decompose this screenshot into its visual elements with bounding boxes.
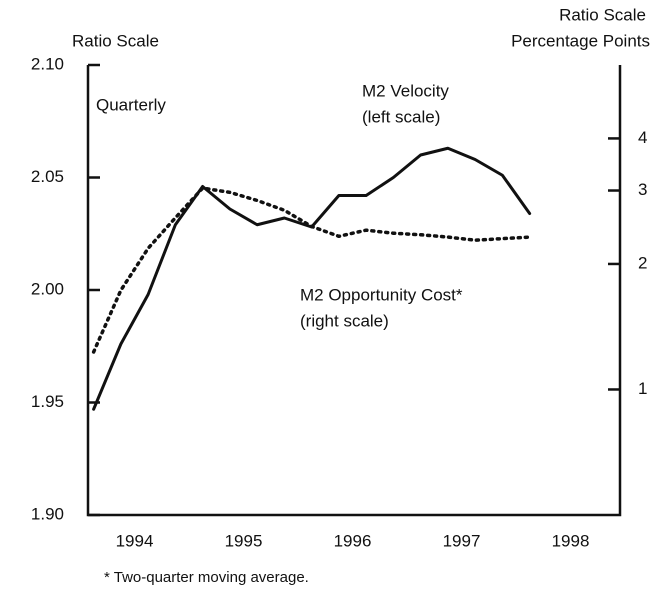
series-label: M2 Opportunity Cost* [300,285,463,304]
annotation: (left scale) [362,107,440,126]
annotation: (right scale) [300,311,389,330]
series-line [92,146,532,411]
annotation: Quarterly [96,95,166,114]
series-line [91,186,532,354]
y-tick-label: 2.10 [31,54,64,73]
x-tick-label: 1996 [334,531,372,550]
footnote: * Two-quarter moving average. [104,569,309,586]
y-tick-label: 2.05 [31,167,64,186]
y2-tick-label: 4 [638,128,647,147]
series-label: M2 Velocity [362,81,449,100]
x-tick-label: 1997 [443,531,481,550]
x-tick-label: 1995 [225,531,263,550]
x-tick-label: 1998 [552,531,590,550]
y2-tick-label: 1 [638,379,647,398]
y-tick-label: 1.95 [31,392,64,411]
x-tick-label: 1994 [116,531,154,550]
y-axis-label: Ratio Scale [72,31,159,50]
y2-axis-label: Ratio Scale [559,5,646,24]
y-tick-label: 1.90 [31,504,64,523]
y-tick-label: 2.00 [31,279,64,298]
y2-tick-label: 3 [638,180,647,199]
y2-tick-label: 2 [638,253,647,272]
y2-axis-sublabel: Percentage Points [511,31,650,50]
